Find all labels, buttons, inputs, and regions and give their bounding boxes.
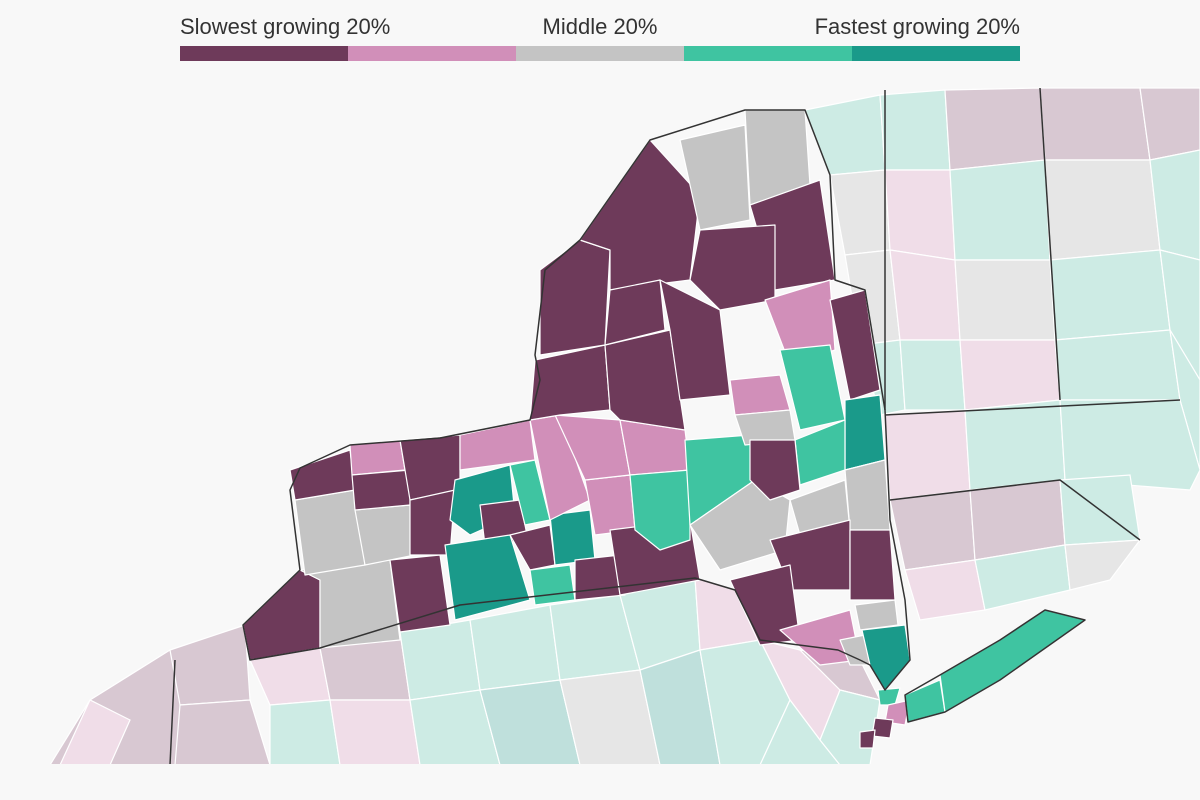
ny-county-oswego[interactable]	[529, 344, 611, 421]
neighbor-county	[944, 87, 1046, 171]
neighbor-county	[1059, 399, 1200, 491]
ny-county-genesee[interactable]	[351, 469, 411, 511]
ny-county-oneida[interactable]	[604, 329, 686, 431]
ny-county-chenango[interactable]	[629, 469, 691, 551]
ny-county-kings[interactable]	[871, 717, 894, 739]
massachusetts-border	[884, 399, 1181, 416]
new-hampshire-border	[1039, 87, 1061, 401]
neighbor-county	[1159, 249, 1200, 382]
ny-county-delaware[interactable]	[689, 479, 791, 571]
ny-county-fulton[interactable]	[729, 374, 791, 416]
state-borders	[169, 87, 1181, 766]
ny-county-herkimer[interactable]	[659, 279, 731, 401]
new-york-border	[242, 109, 911, 691]
legend-label-slowest: Slowest growing 20%	[180, 14, 391, 39]
map-bottom-fade	[0, 764, 1200, 800]
ny-county-tioga[interactable]	[574, 554, 626, 601]
ny-county-monroe[interactable]	[399, 434, 461, 501]
connecticut-border	[889, 479, 1141, 541]
neighbor-county	[954, 259, 1056, 341]
ny-county-schoharie[interactable]	[749, 439, 801, 501]
ny-county-rensselaer[interactable]	[844, 394, 886, 471]
legend-swatch-slow	[348, 46, 516, 61]
neighbor-county	[949, 159, 1051, 261]
neighbor-county	[1044, 159, 1161, 261]
neighbor-county	[964, 399, 1066, 491]
ny-county-queens[interactable]	[884, 699, 911, 726]
legend-swatch-fastest	[852, 46, 1020, 61]
ny-county-lewis[interactable]	[604, 279, 666, 346]
ny-county-orleans[interactable]	[349, 439, 406, 476]
neighbor-county	[1039, 87, 1151, 161]
neighbor-county	[1169, 329, 1200, 471]
ny-county-columbia[interactable]	[844, 459, 891, 531]
ny-county-washington[interactable]	[829, 289, 881, 401]
neighbor-county	[329, 699, 421, 766]
neighbor-county	[884, 409, 971, 501]
neighbor-county	[904, 559, 986, 621]
legend: Slowest growing 20% Middle 20% Fastest g…	[180, 14, 1020, 64]
ny-county-wyoming[interactable]	[354, 504, 416, 566]
neighbor-county	[469, 604, 561, 691]
neighbor-county	[1139, 87, 1200, 161]
legend-swatch-middle	[516, 46, 684, 61]
ny-county-hamilton[interactable]	[689, 224, 776, 311]
neighbor-county	[889, 489, 976, 571]
neighbor-county	[1149, 149, 1200, 261]
ny-county-franklin[interactable]	[679, 124, 751, 231]
neighbor-county	[1054, 329, 1181, 401]
pennsylvania-border	[169, 659, 176, 766]
legend-label-fastest: Fastest growing 20%	[814, 14, 1020, 39]
legend-color-bar	[180, 46, 1020, 61]
legend-swatch-slowest	[180, 46, 348, 61]
long-island-border	[904, 609, 1086, 723]
neighbor-county	[879, 89, 951, 171]
neighbor-county	[1064, 539, 1142, 591]
neighbor-county	[269, 699, 341, 766]
ny-county-putnam[interactable]	[854, 599, 899, 631]
neighbor-county	[899, 339, 966, 411]
ny-county-allegany[interactable]	[389, 554, 451, 633]
neighbor-county	[889, 249, 961, 341]
legend-swatch-fast	[684, 46, 852, 61]
neighbor-county	[1049, 249, 1171, 341]
ny-county-richmond[interactable]	[859, 729, 876, 749]
neighbor-county	[959, 339, 1061, 411]
ny-county-tompkins[interactable]	[549, 509, 596, 566]
neighbor-county	[399, 619, 481, 701]
ny-county-warren[interactable]	[764, 279, 836, 366]
ny-county-chemung[interactable]	[529, 564, 576, 606]
ny-county-dutchess[interactable]	[849, 529, 896, 601]
neighbor-county	[884, 169, 956, 261]
legend-label-middle: Middle 20%	[542, 14, 658, 39]
